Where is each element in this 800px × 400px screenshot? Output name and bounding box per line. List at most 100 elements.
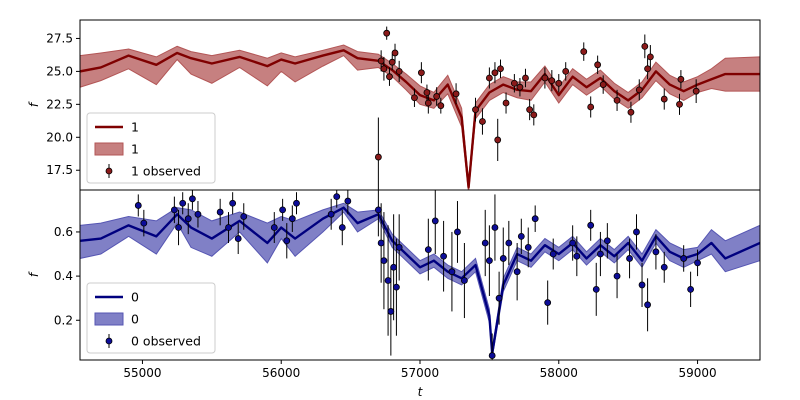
observed-point: [417, 69, 425, 77]
observed-point: [225, 224, 232, 231]
observed-point: [517, 232, 525, 240]
observed-point: [592, 285, 600, 293]
plot-area: [80, 190, 760, 360]
observed-point: [333, 193, 341, 201]
observed-point: [461, 277, 468, 284]
observed-point: [555, 79, 563, 87]
observed-point: [497, 65, 504, 73]
observed-point: [495, 294, 503, 302]
model-line: [80, 206, 760, 355]
legend-label: 1: [131, 120, 139, 135]
y-tick-label: 20.0: [46, 130, 73, 144]
observed-point: [526, 106, 534, 114]
observed-point: [488, 352, 496, 359]
observed-point: [603, 237, 611, 245]
y-tick-label: 25.0: [46, 64, 73, 78]
observed-point: [380, 65, 388, 73]
legend-box: [86, 112, 216, 184]
legend: 1 1 1 observed: [86, 112, 216, 184]
observed-point: [481, 239, 489, 247]
observed-point: [522, 74, 529, 82]
observed-point: [380, 257, 388, 265]
observed-point: [510, 79, 518, 87]
observed-point: [544, 299, 552, 306]
observed-point: [386, 73, 393, 81]
observed-point: [134, 202, 142, 209]
observed-point: [452, 90, 460, 98]
legend-label: 1: [131, 142, 139, 157]
observed-point: [633, 228, 640, 236]
observed-point: [646, 53, 654, 61]
plot-area: [80, 26, 760, 190]
observed-point: [516, 83, 524, 91]
y-tick-label: 17.5: [46, 163, 73, 177]
observed-point: [627, 108, 635, 116]
legend-label: 0: [131, 290, 139, 305]
x-tick-label: 58000: [540, 366, 578, 380]
observed-point: [548, 77, 556, 85]
observed-point: [338, 224, 346, 231]
observed-point: [293, 199, 300, 207]
observed-point: [395, 244, 403, 251]
observed-point: [485, 257, 493, 265]
observed-point: [175, 224, 182, 231]
observed-point: [179, 199, 187, 207]
observed-point: [377, 57, 385, 65]
observed-point: [599, 81, 607, 88]
observed-point: [641, 42, 649, 50]
x-axis-label: t: [418, 385, 424, 399]
observed-point: [344, 197, 352, 205]
observed-point: [216, 208, 224, 216]
legend-box: [86, 282, 216, 354]
observed-point: [541, 74, 549, 82]
observed-point: [549, 250, 557, 258]
observed-point: [270, 224, 278, 231]
observed-point: [383, 29, 391, 37]
observed-point: [433, 93, 441, 100]
observed-point: [170, 206, 178, 214]
observed-point: [229, 199, 237, 207]
observed-point: [189, 195, 196, 203]
observed-point: [234, 235, 242, 242]
observed-point: [485, 74, 493, 82]
observed-point: [491, 224, 499, 231]
observed-point: [491, 69, 499, 77]
legend-label: 1 observed: [131, 164, 201, 179]
x-tick-label: 56000: [262, 366, 300, 380]
observed-point: [437, 102, 445, 110]
x-tick-label: 55000: [123, 366, 161, 380]
observed-point: [524, 244, 532, 251]
uncertainty-band: [80, 44, 760, 190]
x-tick-label: 59000: [678, 366, 716, 380]
observed-point: [531, 215, 539, 223]
model-line: [80, 49, 760, 189]
observed-point: [513, 268, 521, 276]
observed-point: [391, 49, 399, 57]
observed-point: [479, 118, 486, 125]
legend-point-swatch: [105, 337, 113, 345]
observed-point: [494, 136, 502, 144]
observed-point: [587, 221, 595, 229]
observed-point: [676, 100, 683, 108]
observed-point: [240, 213, 248, 220]
y-tick-label: 0.4: [54, 269, 73, 283]
observed-point: [597, 250, 604, 258]
observed-point: [424, 99, 432, 107]
y-tick-label: 27.5: [46, 31, 73, 45]
observed-point: [423, 89, 431, 96]
observed-point: [680, 255, 688, 262]
observed-point: [530, 111, 538, 119]
legend-band-swatch: [94, 312, 124, 326]
observed-point: [635, 86, 643, 94]
bottom-panel: 0.2 0.4 0.6 55000 56000 57000 58000 59000 f t 0 0 0 …: [27, 189, 761, 399]
legend: 0 0 0 observed: [86, 282, 216, 354]
observed-point: [279, 206, 287, 214]
observed-point: [384, 277, 392, 284]
observed-point: [288, 215, 296, 223]
y-tick-label: 0.6: [54, 225, 73, 239]
observed-point: [448, 268, 456, 276]
observed-point: [677, 75, 685, 83]
observed-point: [652, 248, 660, 256]
observed-point: [644, 301, 651, 309]
